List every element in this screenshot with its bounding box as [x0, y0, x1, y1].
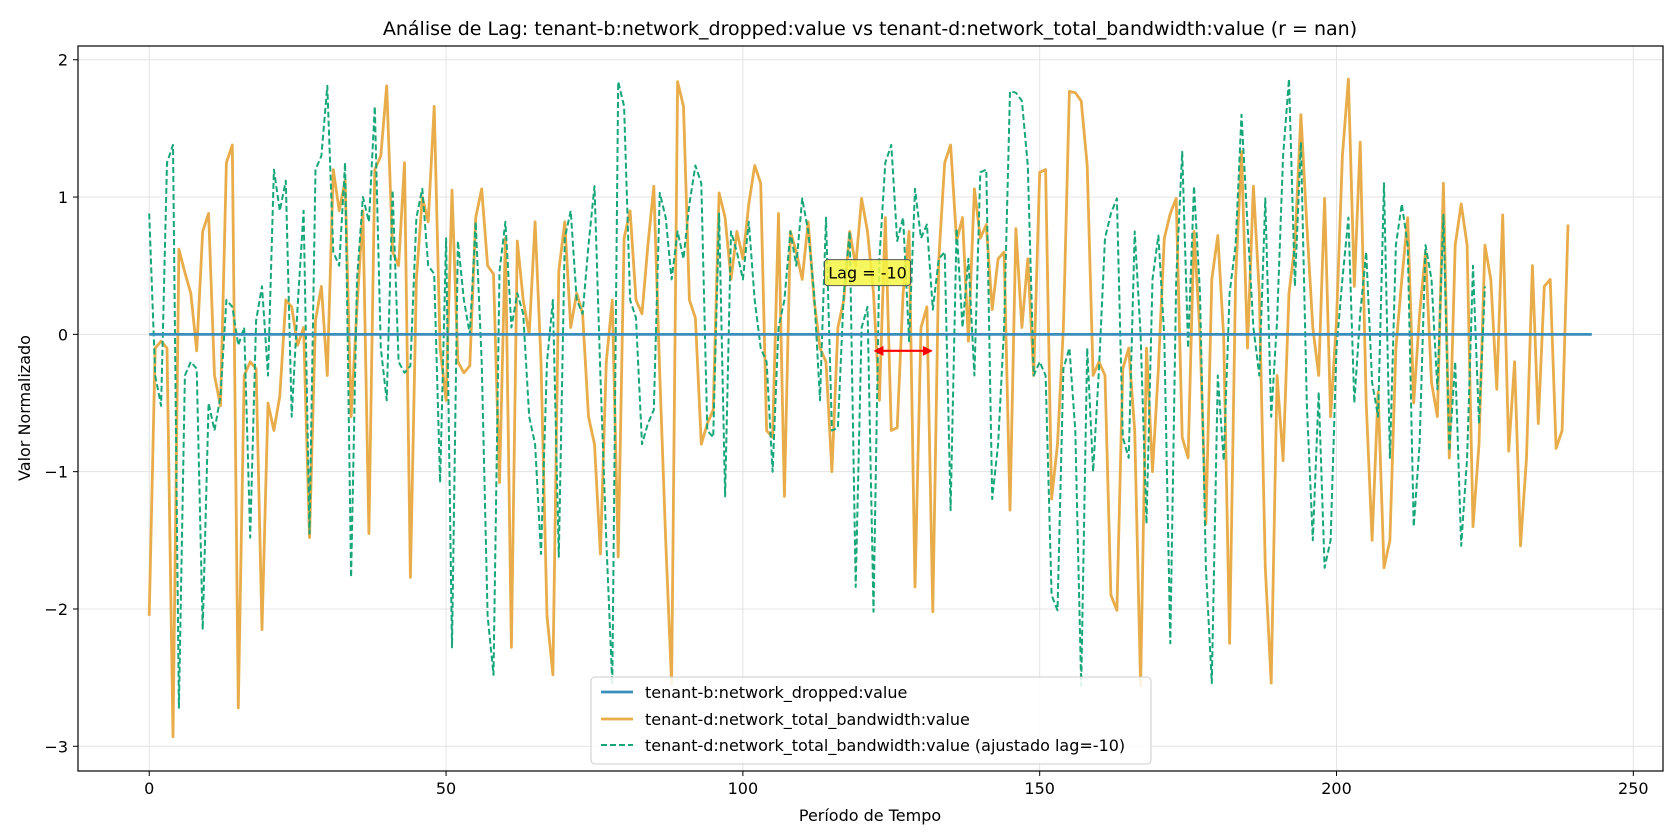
legend-label-bandwidth: tenant-d:network_total_bandwidth:value [645, 710, 970, 730]
lag-annotation-box [824, 259, 912, 287]
x-tick-label: 0 [144, 779, 154, 798]
legend-label-dropped: tenant-b:network_dropped:value [645, 683, 907, 703]
legend-box [590, 676, 1152, 765]
x-axis-label: Período de Tempo [799, 806, 941, 825]
y-tick-label: −2 [44, 600, 68, 619]
y-tick-label: −3 [44, 737, 68, 756]
x-tick-label: 150 [1024, 779, 1055, 798]
y-axis-ticks: 2 1 0 −1 −2 −3 [44, 51, 78, 756]
x-tick-label: 50 [436, 779, 456, 798]
y-tick-label: 1 [58, 188, 68, 207]
x-axis-ticks: 0 50 100 150 200 250 [144, 771, 1649, 798]
y-tick-label: 0 [58, 325, 68, 344]
lag-arrow-head-right [922, 345, 933, 356]
legend: tenant-b:network_dropped:value tenant-d:… [590, 676, 1152, 765]
series-lines [147, 77, 1592, 739]
y-tick-label: −1 [44, 463, 68, 482]
x-tick-label: 100 [728, 779, 759, 798]
series-line-bandwidth [147, 77, 1570, 739]
lag-annotation-text: Lag = -10 [828, 264, 907, 283]
x-tick-label: 200 [1321, 779, 1352, 798]
series-line-bandwidth-lagged [148, 78, 1486, 709]
x-tick-label: 250 [1618, 779, 1649, 798]
lag-annotation: Lag = -10 [824, 259, 933, 356]
y-tick-label: 2 [58, 51, 68, 70]
chart-title: Análise de Lag: tenant-b:network_dropped… [383, 18, 1357, 40]
lag-arrow-head-left [873, 345, 884, 356]
y-axis-label: Valor Normalizado [15, 335, 34, 481]
plot-frame [77, 45, 1664, 772]
legend-label-bandwidth-lag: tenant-d:network_total_bandwidth:value (… [645, 736, 1125, 756]
